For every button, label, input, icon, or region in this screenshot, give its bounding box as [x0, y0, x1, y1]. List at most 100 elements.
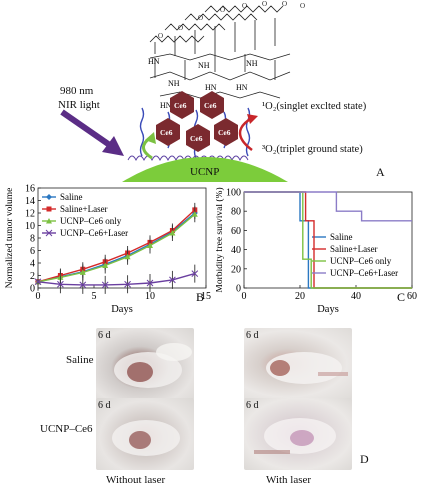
- day-label: 6 d: [98, 400, 111, 411]
- y-tick-label: 8: [30, 234, 35, 245]
- panel-c-survival-chart: 0 20 40 60 0 20 40 60 80 100 Days Morbidity free su…: [216, 187, 417, 315]
- row-label-saline: Saline: [66, 354, 94, 366]
- y-tick-label: 0: [236, 284, 241, 295]
- y-tick-label: 16: [25, 184, 35, 195]
- legend-label: Saline+Laser: [60, 204, 108, 214]
- photo-saline-with-laser: [244, 328, 352, 400]
- panel-a-letter: A: [376, 165, 385, 179]
- data-point: [101, 281, 109, 289]
- ligand-label: HN: [205, 83, 217, 92]
- legend-label: UCNP–Ce6 only: [330, 256, 392, 266]
- legend-label: UCNP–Ce6 only: [60, 216, 122, 226]
- nir-arrow-icon: [60, 109, 124, 156]
- data-point: [79, 269, 86, 275]
- y-tick-label: 80: [231, 207, 241, 218]
- x-tick-label: 0: [242, 291, 247, 302]
- x-axis-label: Days: [111, 304, 133, 315]
- ce6-label: Ce6: [160, 128, 173, 137]
- row-label-ucnp-ce6: UCNP–Ce6: [40, 423, 93, 435]
- ce6-label: Ce6: [218, 128, 231, 137]
- panel-d-letter: D: [360, 452, 369, 466]
- ce6-label: Ce6: [174, 101, 187, 110]
- y-tick-label: 10: [25, 221, 35, 232]
- ligand-label: NH: [246, 59, 258, 68]
- photo-ucnp-with-laser: [244, 398, 352, 470]
- ligand-label: HN: [236, 83, 248, 92]
- energy-transfer-arrow-icon: [142, 132, 156, 160]
- data-point: [147, 242, 153, 248]
- nir-label-line-1: 980 nm: [60, 85, 94, 97]
- ligand-label: NH: [198, 61, 210, 70]
- data-point: [191, 211, 198, 217]
- svg-text:O: O: [178, 24, 183, 32]
- y-tick-label: 20: [231, 264, 241, 275]
- ucnp-core: [122, 157, 288, 182]
- day-label: 6 d: [98, 330, 111, 341]
- y-tick-label: 100: [226, 188, 241, 199]
- data-point: [191, 270, 199, 277]
- data-point: [57, 280, 64, 288]
- y-tick-label: 6: [30, 246, 35, 257]
- svg-text:O: O: [198, 14, 203, 22]
- svg-text:O: O: [158, 32, 163, 40]
- series-line: [37, 272, 195, 286]
- y-tick-label: 4: [30, 259, 35, 270]
- y-tick-label: 60: [231, 226, 241, 237]
- legend-marker: [45, 229, 53, 237]
- nir-label-line-2: NIR light: [58, 99, 100, 111]
- ce6-label: Ce6: [190, 134, 203, 143]
- data-point: [146, 279, 154, 287]
- legend-label: Saline+Laser: [330, 244, 378, 254]
- singlet-oxygen-label: ¹O₂(singlet exclted state): [262, 101, 367, 112]
- legend-marker: [46, 194, 52, 200]
- data-point: [169, 276, 176, 284]
- data-point: [124, 280, 131, 288]
- x-tick-label: 60: [407, 291, 417, 302]
- x-tick-label: 10: [145, 291, 155, 302]
- data-point: [124, 253, 131, 260]
- y-tick-label: 14: [25, 196, 35, 207]
- y-axis-label: Morbidity free survival (%): [216, 187, 225, 292]
- data-point: [79, 281, 87, 289]
- triplet-oxygen-label: ³O₂(triplet ground state): [262, 144, 363, 155]
- x-tick-label: 15: [201, 291, 211, 302]
- polymer-backbone: [149, 53, 291, 99]
- ligand-label: NH: [168, 79, 180, 88]
- svg-text:O: O: [242, 2, 247, 10]
- ce6-label: Ce6: [204, 101, 217, 110]
- ligand-label: HN: [160, 101, 172, 110]
- legend-label: Saline: [60, 192, 83, 202]
- ce6-molecules: [156, 91, 238, 152]
- svg-text:O: O: [282, 0, 287, 8]
- panel-letter: C: [397, 290, 405, 304]
- series-line: [37, 213, 196, 283]
- y-axis-label: Normalized tumor volume: [5, 188, 15, 289]
- peg-chains: [149, 5, 284, 56]
- day-label: 6 d: [246, 330, 259, 341]
- day-label: 6 d: [246, 400, 259, 411]
- y-tick-label: 0: [30, 284, 35, 295]
- x-tick-label: 0: [36, 291, 41, 302]
- legend-label: UCNP–Ce6+Laser: [330, 268, 398, 278]
- x-axis-label: Days: [317, 304, 339, 315]
- y-tick-label: 2: [30, 271, 35, 282]
- svg-text:O: O: [262, 0, 267, 8]
- svg-text:O: O: [300, 2, 305, 10]
- legend-label: UCNP–Ce6+Laser: [60, 228, 128, 238]
- panel-letter: B: [196, 290, 204, 304]
- data-point: [102, 262, 109, 268]
- series-line: [37, 209, 196, 283]
- data-point: [169, 230, 176, 236]
- photo-saline-without-laser: [96, 328, 194, 400]
- oxygen-cycle-arrow-icon: [238, 114, 258, 151]
- legend-marker: [46, 206, 52, 212]
- legend-marker: [46, 218, 52, 224]
- ucnp-core-label: UCNP: [190, 166, 219, 178]
- x-tick-label: 5: [92, 291, 97, 302]
- x-tick-label: 40: [351, 291, 361, 302]
- column-label-with-laser: With laser: [266, 474, 312, 486]
- photo-ucnp-without-laser: [96, 398, 194, 470]
- x-tick-label: 20: [295, 291, 305, 302]
